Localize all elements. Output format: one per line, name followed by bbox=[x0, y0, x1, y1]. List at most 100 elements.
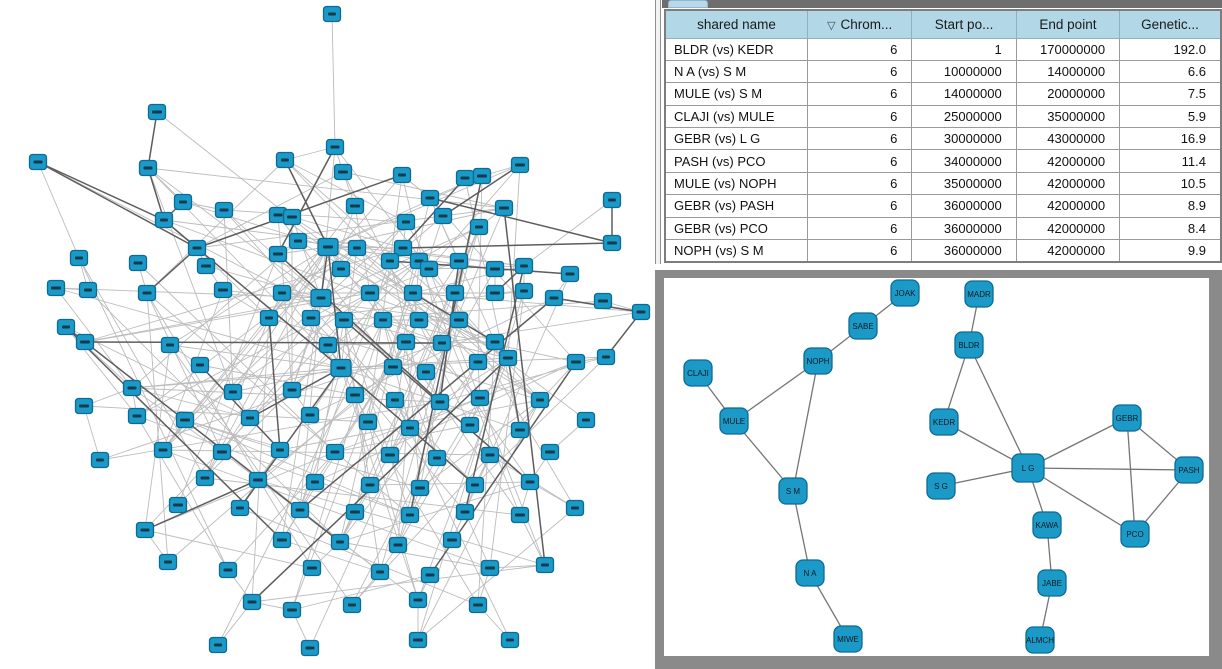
table-cell[interactable]: 6 bbox=[806, 104, 913, 129]
table-cell[interactable]: 6 bbox=[806, 239, 913, 263]
table-cell[interactable]: 42000000 bbox=[1015, 239, 1121, 263]
table-cell[interactable]: 6 bbox=[806, 82, 913, 106]
panel-splitter[interactable] bbox=[655, 0, 661, 264]
table-cell[interactable]: BLDR (vs) KEDR bbox=[664, 37, 808, 61]
node-label-smudge bbox=[180, 418, 190, 422]
table-cell[interactable]: 42000000 bbox=[1015, 149, 1121, 173]
network-node[interactable] bbox=[848, 312, 878, 340]
node-label-smudge bbox=[273, 252, 283, 256]
table-cell[interactable]: 6 bbox=[806, 37, 913, 61]
table-cell[interactable]: 6 bbox=[806, 127, 913, 151]
table-cell[interactable]: NOPH (vs) S M bbox=[664, 239, 808, 263]
network-node[interactable] bbox=[833, 625, 863, 653]
table-row[interactable]: PASH (vs) PCO 6 34000000 42000000 11.4 bbox=[664, 149, 1222, 173]
table-cell[interactable]: 7.5 bbox=[1119, 82, 1222, 106]
table-row[interactable]: N A (vs) S M 6 10000000 14000000 6.6 bbox=[664, 59, 1222, 84]
table-row[interactable]: MULE (vs) NOPH 6 35000000 42000000 10.5 bbox=[664, 171, 1222, 196]
scrollbar-thumb[interactable] bbox=[668, 0, 708, 8]
table-cell[interactable]: 14000000 bbox=[911, 82, 1017, 106]
table-cell[interactable]: 36000000 bbox=[911, 194, 1017, 218]
table-row[interactable]: GEBR (vs) PCO 6 36000000 42000000 8.4 bbox=[664, 216, 1222, 241]
network-node[interactable] bbox=[1174, 456, 1204, 484]
table-cell[interactable]: GEBR (vs) PASH bbox=[664, 194, 808, 218]
table-cell[interactable]: MULE (vs) NOPH bbox=[664, 171, 808, 196]
table-cell[interactable]: 11.4 bbox=[1119, 149, 1222, 173]
network-node[interactable] bbox=[954, 331, 984, 359]
network-node[interactable] bbox=[890, 279, 920, 307]
network-node[interactable] bbox=[778, 477, 808, 505]
table-cell[interactable]: 8.4 bbox=[1119, 216, 1222, 241]
table-cell[interactable]: 6 bbox=[806, 59, 913, 84]
table-row[interactable]: CLAJI (vs) MULE 6 25000000 35000000 5.9 bbox=[664, 104, 1222, 129]
node-label-smudge bbox=[425, 573, 435, 577]
table-cell[interactable]: 34000000 bbox=[911, 149, 1017, 173]
network-node[interactable] bbox=[719, 407, 749, 435]
table-cell[interactable]: 36000000 bbox=[911, 239, 1017, 263]
table-cell[interactable]: 9.9 bbox=[1119, 239, 1222, 263]
column-header-4[interactable]: Genetic... bbox=[1119, 9, 1222, 39]
node-label-smudge bbox=[336, 540, 344, 544]
network-node[interactable] bbox=[803, 347, 833, 375]
network-node[interactable] bbox=[1120, 520, 1150, 548]
table-cell[interactable]: 6 bbox=[806, 149, 913, 173]
table-row[interactable]: NOPH (vs) S M 6 36000000 42000000 9.9 bbox=[664, 239, 1222, 263]
table-cell[interactable]: N A (vs) S M bbox=[664, 59, 808, 84]
table-cell[interactable]: 192.0 bbox=[1119, 37, 1222, 61]
network-node[interactable] bbox=[1025, 626, 1055, 654]
table-cell[interactable]: 42000000 bbox=[1015, 216, 1121, 241]
table-cell[interactable]: 1 bbox=[911, 37, 1017, 61]
network-node[interactable] bbox=[1112, 404, 1142, 432]
table-row[interactable]: MULE (vs) S M 6 14000000 20000000 7.5 bbox=[664, 82, 1222, 106]
table-cell[interactable]: 6.6 bbox=[1119, 59, 1222, 84]
funnel-filter-icon[interactable]: ▽ bbox=[827, 19, 836, 32]
node-label-smudge bbox=[192, 246, 202, 250]
table-cell[interactable]: GEBR (vs) L G bbox=[664, 127, 808, 151]
table-cell[interactable]: 30000000 bbox=[911, 127, 1017, 151]
table-cell[interactable]: 42000000 bbox=[1015, 171, 1121, 196]
table-cell[interactable]: 5.9 bbox=[1119, 104, 1222, 129]
network-edge bbox=[369, 481, 531, 486]
table-row[interactable]: GEBR (vs) L G 6 30000000 43000000 16.9 bbox=[664, 127, 1222, 151]
table-cell[interactable]: MULE (vs) S M bbox=[664, 82, 808, 106]
table-cell[interactable]: 43000000 bbox=[1015, 127, 1121, 151]
network-edge bbox=[320, 146, 336, 299]
table-cell[interactable]: PASH (vs) PCO bbox=[664, 149, 808, 173]
table-cell[interactable]: 35000000 bbox=[911, 171, 1017, 196]
column-header-0[interactable]: shared name bbox=[664, 9, 808, 39]
table-cell[interactable]: 25000000 bbox=[911, 104, 1017, 129]
table-cell[interactable]: GEBR (vs) PCO bbox=[664, 216, 808, 241]
column-header-2[interactable]: Start po... bbox=[911, 9, 1017, 39]
column-header-3[interactable]: End point bbox=[1015, 9, 1121, 39]
node-label-smudge bbox=[96, 458, 104, 462]
table-row[interactable]: GEBR (vs) PASH 6 36000000 42000000 8.9 bbox=[664, 194, 1222, 218]
network-node[interactable] bbox=[1032, 511, 1062, 539]
column-header-1[interactable]: ▽ Chrom... bbox=[806, 9, 913, 39]
table-cell[interactable]: 6 bbox=[806, 194, 913, 218]
detail-network-canvas[interactable]: JOAK SABE NOPH CLAJI MULE S M N A MIWE MADR BLDR K… bbox=[664, 278, 1209, 656]
table-cell[interactable]: 170000000 bbox=[1015, 37, 1121, 61]
node-label-smudge bbox=[79, 404, 89, 408]
network-node[interactable] bbox=[1037, 569, 1067, 597]
table-cell[interactable]: CLAJI (vs) MULE bbox=[664, 104, 808, 129]
network-node[interactable] bbox=[964, 280, 994, 308]
node-label-smudge bbox=[201, 264, 211, 268]
network-node[interactable] bbox=[795, 559, 825, 587]
table-cell[interactable]: 6 bbox=[806, 171, 913, 196]
table-cell[interactable]: 10.5 bbox=[1119, 171, 1222, 196]
table-row[interactable]: BLDR (vs) KEDR 6 1 170000000 192.0 bbox=[664, 37, 1222, 61]
table-cell[interactable]: 10000000 bbox=[911, 59, 1017, 84]
table-cell[interactable]: 42000000 bbox=[1015, 194, 1121, 218]
network-node[interactable] bbox=[926, 472, 956, 500]
network-edge bbox=[223, 209, 407, 223]
network-node[interactable] bbox=[1011, 453, 1045, 483]
network-node[interactable] bbox=[683, 359, 713, 387]
overview-network-canvas[interactable] bbox=[0, 0, 655, 669]
table-cell[interactable]: 20000000 bbox=[1015, 82, 1121, 106]
table-cell[interactable]: 36000000 bbox=[911, 216, 1017, 241]
table-cell[interactable]: 16.9 bbox=[1119, 127, 1222, 151]
table-cell[interactable]: 14000000 bbox=[1015, 59, 1121, 84]
table-cell[interactable]: 6 bbox=[806, 216, 913, 241]
network-node[interactable] bbox=[929, 408, 959, 436]
table-cell[interactable]: 8.9 bbox=[1119, 194, 1222, 218]
table-cell[interactable]: 35000000 bbox=[1015, 104, 1121, 129]
